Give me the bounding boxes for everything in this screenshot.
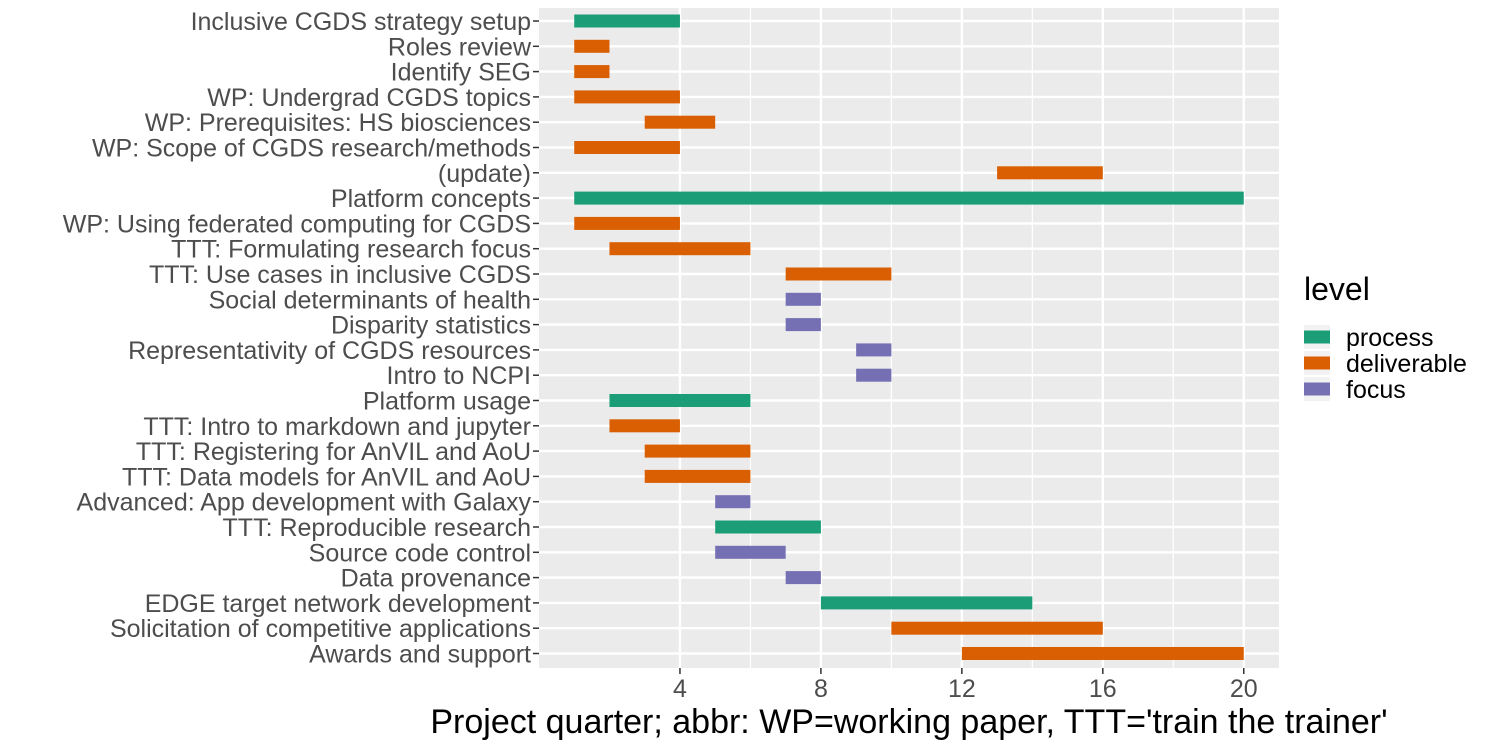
task-bar (997, 166, 1103, 180)
task-bar (574, 216, 680, 230)
task-bar (715, 495, 751, 509)
task-bar (785, 292, 821, 306)
y-tick-label: Representativity of CGDS resources (128, 337, 531, 365)
y-tick-label: TTT: Reproducible research (223, 514, 531, 542)
y-tick-label: Advanced: App development with Galaxy (77, 489, 532, 517)
task-bar (785, 318, 821, 332)
y-tick-label: WP: Scope of CGDS research/methods (92, 135, 531, 163)
task-bar (715, 545, 786, 559)
y-tick-label: TTT: Use cases in inclusive CGDS (149, 261, 531, 289)
y-tick-label: Disparity statistics (331, 312, 531, 340)
legend-swatch-process (1304, 330, 1330, 344)
legend-swatch-focus (1304, 382, 1330, 396)
y-tick-label: (update) (438, 160, 531, 188)
task-bar (609, 419, 680, 433)
y-tick-label: TTT: Intro to markdown and jupyter (143, 413, 531, 441)
x-tick-label: 20 (1230, 675, 1258, 703)
task-bar (574, 90, 680, 104)
task-bar (856, 343, 892, 357)
x-axis-title: Project quarter; abbr: WP=working paper,… (430, 703, 1387, 741)
y-tick-label: WP: Using federated computing for CGDS (63, 210, 531, 238)
task-bar (574, 65, 610, 79)
task-bar (644, 469, 751, 483)
task-bar (715, 520, 821, 534)
task-bar (785, 571, 821, 585)
x-tick-label: 4 (673, 675, 687, 703)
y-tick-label: Inclusive CGDS strategy setup (191, 8, 531, 36)
x-tick-label: 8 (814, 675, 828, 703)
plot-panel (539, 8, 1279, 668)
task-bar (574, 191, 1244, 205)
task-bar (820, 596, 1033, 610)
major-gridlines (539, 8, 1279, 668)
y-tick-label: EDGE target network development (145, 590, 531, 618)
task-bar (785, 267, 892, 281)
task-bar (961, 647, 1244, 660)
task-bar (574, 141, 680, 154)
task-bar (574, 39, 610, 53)
task-bar (644, 444, 751, 458)
legend-title: level (1304, 271, 1370, 307)
y-tick-label: Solicitation of competitive applications (110, 615, 531, 643)
y-tick-label: TTT: Formulating research focus (171, 236, 531, 264)
y-tick-label: Platform usage (363, 388, 531, 416)
task-bar (644, 115, 716, 129)
y-tick-label: Awards and support (309, 641, 531, 669)
y-tick-label: Source code control (309, 539, 531, 567)
legend-label-process: process (1346, 324, 1434, 352)
legend-swatch-deliverable (1304, 356, 1330, 370)
y-tick-label: TTT: Registering for AnVIL and AoU (136, 438, 531, 466)
y-tick-label: Social determinants of health (209, 286, 531, 314)
task-bar (574, 14, 680, 28)
legend-label-focus: focus (1346, 376, 1406, 404)
y-tick-label: TTT: Data models for AnVIL and AoU (122, 463, 531, 491)
y-tick-label: WP: Prerequisites: HS biosciences (145, 109, 531, 137)
legend-label-deliverable: deliverable (1346, 350, 1467, 378)
y-tick-label: Data provenance (341, 565, 531, 593)
task-bar (891, 621, 1103, 635)
task-bar (609, 394, 751, 407)
task-bar (856, 368, 892, 382)
task-bar (609, 242, 751, 256)
x-axis: 4 8 12 16 20 (673, 668, 1258, 703)
y-tick-label: Intro to NCPI (387, 362, 532, 390)
y-tick-label: Identify SEG (391, 59, 531, 87)
x-tick-label: 12 (948, 675, 976, 703)
task-bars (574, 14, 1244, 660)
y-tick-label: Roles review (388, 33, 532, 61)
x-tick-label: 16 (1089, 675, 1117, 703)
y-tick-label: WP: Undergrad CGDS topics (207, 84, 531, 112)
y-tick-label: Platform concepts (331, 185, 531, 213)
